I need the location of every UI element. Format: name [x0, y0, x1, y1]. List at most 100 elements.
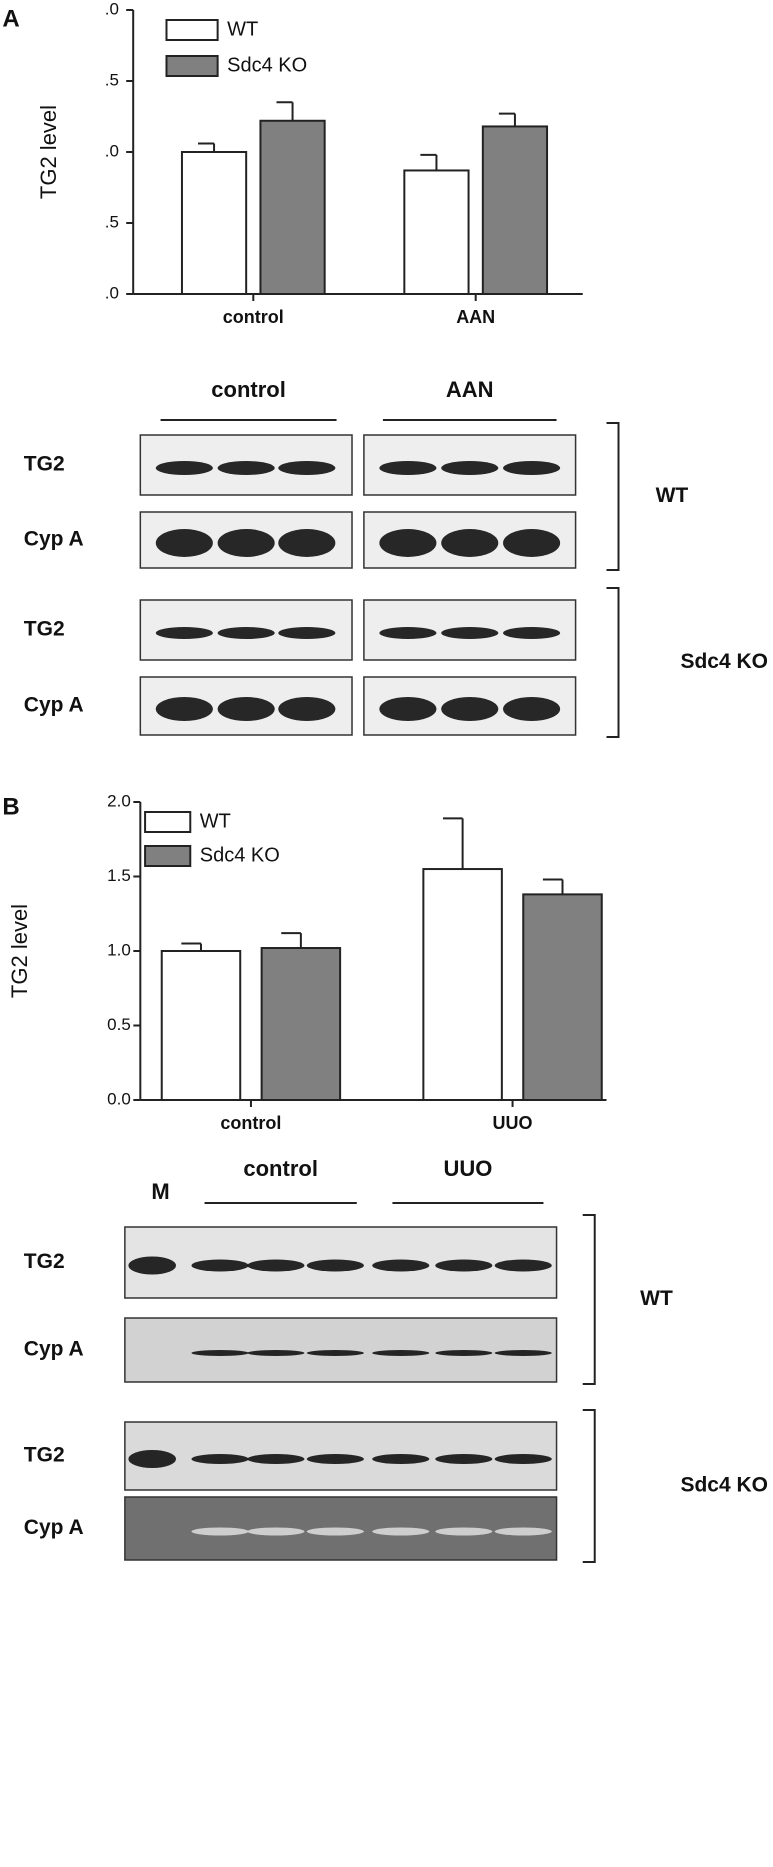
blot-band — [247, 1350, 305, 1356]
blot-band — [441, 461, 499, 475]
blot-band — [247, 1454, 305, 1464]
blot-band — [503, 697, 561, 721]
legend-label: WT — [200, 810, 231, 832]
blot-band — [278, 529, 336, 557]
blot-band — [247, 1259, 305, 1272]
blot-band — [503, 461, 561, 475]
blot-band — [435, 1527, 493, 1536]
blot-panel — [124, 1317, 558, 1383]
blot-band — [191, 1259, 249, 1272]
blot-band — [494, 1527, 552, 1536]
blot-band — [441, 697, 499, 721]
blot-band — [372, 1350, 430, 1356]
panel-label: A — [2, 5, 19, 32]
genotype-label: WT — [640, 1287, 673, 1310]
blot-band — [441, 627, 499, 639]
bar — [403, 169, 470, 296]
blot-band — [191, 1350, 249, 1356]
blot-band — [494, 1454, 552, 1464]
blot-band — [155, 529, 213, 557]
blot-band — [379, 627, 437, 639]
bar — [260, 947, 342, 1102]
blot-band — [278, 627, 336, 639]
blot-band — [306, 1454, 364, 1464]
legend-swatch — [144, 845, 192, 867]
blot-band — [278, 461, 336, 475]
blot-row-label: TG2 — [24, 618, 65, 641]
blot-band — [379, 529, 437, 557]
blot-band — [155, 461, 213, 475]
blot-band — [191, 1527, 249, 1536]
blot-row-label: TG2 — [24, 1444, 65, 1467]
blot-band — [155, 697, 213, 721]
y-tick-label: 1.0 — [107, 940, 131, 959]
blot-band — [128, 1256, 177, 1275]
y-tick-label: 2.0 — [107, 791, 131, 810]
blot-group-label: UUO — [444, 1156, 493, 1181]
genotype-label: Sdc4 KO — [680, 1474, 768, 1497]
panel-label: B — [2, 793, 19, 820]
legend-label: WT — [227, 18, 258, 40]
blot-row-label: Cyp A — [24, 528, 84, 551]
y-axis-label: TG2 level — [7, 904, 32, 998]
y-tick-label: 0.5 — [107, 1015, 131, 1034]
blot-band — [247, 1527, 305, 1536]
blot-band — [435, 1259, 493, 1272]
legend-swatch — [165, 19, 219, 41]
blot-band — [128, 1450, 177, 1468]
genotype-label: Sdc4 KO — [680, 650, 768, 673]
blot-band — [306, 1527, 364, 1536]
legend-label: Sdc4 KO — [200, 844, 280, 866]
y-tick-label: .0 — [105, 141, 119, 160]
blot-band — [372, 1527, 430, 1536]
y-tick-label: .0 — [105, 283, 119, 302]
blot-band — [372, 1454, 430, 1464]
blot-band — [494, 1259, 552, 1272]
blot-row-label: Cyp A — [24, 694, 84, 717]
legend-label: Sdc4 KO — [227, 54, 307, 76]
blot-band — [372, 1259, 430, 1272]
bar — [522, 893, 603, 1101]
y-tick-label: .5 — [105, 70, 119, 89]
blot-band — [379, 461, 437, 475]
blot-band — [217, 461, 275, 475]
bracket — [606, 422, 620, 571]
marker-label: M — [151, 1179, 169, 1204]
blot-band — [503, 529, 561, 557]
blot-band — [191, 1454, 249, 1464]
blot-row-label: Cyp A — [24, 1516, 84, 1539]
bar — [422, 868, 503, 1101]
blot-band — [435, 1350, 493, 1356]
y-tick-label: 0.0 — [107, 1089, 131, 1108]
x-tick-label: AAN — [456, 307, 495, 327]
blot-band — [435, 1454, 493, 1464]
blot-group-label: control — [211, 377, 286, 402]
blot-band — [155, 627, 213, 639]
legend-swatch — [165, 55, 219, 77]
blot-group-label: control — [243, 1156, 318, 1181]
bracket — [606, 587, 620, 738]
blot-band — [217, 529, 275, 557]
x-tick-label: control — [223, 307, 284, 327]
bar — [180, 151, 248, 295]
blot-band — [217, 697, 275, 721]
genotype-label: WT — [656, 484, 689, 507]
blot-band — [306, 1350, 364, 1356]
x-tick-label: UUO — [493, 1113, 533, 1133]
blot-row-label: Cyp A — [24, 1338, 84, 1361]
y-axis-label: TG2 level — [36, 105, 61, 199]
bar — [481, 125, 549, 295]
bar — [259, 119, 326, 296]
blot-band — [306, 1259, 364, 1272]
bracket — [582, 1409, 596, 1563]
blot-group-label: AAN — [446, 377, 494, 402]
bracket — [582, 1214, 596, 1385]
bar — [160, 950, 242, 1101]
blot-band — [494, 1350, 552, 1356]
blot-row-label: TG2 — [24, 1250, 65, 1273]
legend-swatch — [144, 811, 192, 833]
blot-band — [217, 627, 275, 639]
blot-band — [441, 529, 499, 557]
blot-row-label: TG2 — [24, 453, 65, 476]
